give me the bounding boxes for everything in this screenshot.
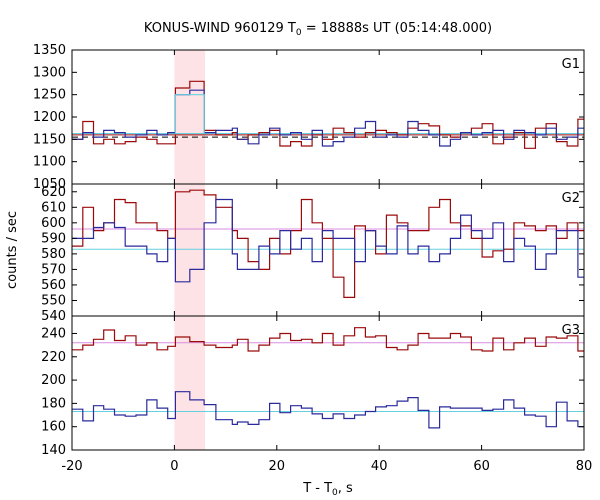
panel-plot-area [72,189,584,298]
y-tick-label: 140 [41,443,66,458]
series-red-step-line [72,327,584,352]
panel-g3: 140 160 180 200 220 240 G3 [41,315,585,458]
panel-label-g2: G2 [562,191,580,206]
y-tick-label: 570 [41,262,66,277]
y-tick-label: 1300 [33,65,66,80]
y-tick-label: 560 [41,278,66,293]
panel-g1: 1050 1100 1150 1200 1250 1300 1350 G1 [33,43,585,192]
y-tick-label: 160 [41,420,66,435]
panel-plot-area [72,327,584,429]
y-tick-label: 1100 [33,155,66,170]
x-axis-label: T - T0, s [302,481,353,498]
y-tick-label: 550 [41,293,66,308]
y-tick-label: 580 [41,247,66,262]
series-blue-step-line [72,391,584,429]
y-tick-label: 540 [41,309,66,324]
y-tick-label: 1050 [33,177,66,192]
panel-label-g1: G1 [562,57,580,72]
panel-frame [71,315,585,451]
y-tick-label: 590 [41,231,66,246]
panel-plot-area [72,80,584,149]
y-tick-label: 220 [41,350,66,365]
y-tick-label: 600 [41,216,66,231]
plot-layer: 1050110011501200125013001350G15405505605… [33,43,592,474]
x-tick-label: 20 [269,459,286,474]
y-tick-label: 1350 [33,43,66,58]
y-tick-label: 1200 [33,110,66,125]
burst-highlight-band [174,50,206,450]
y-tick-label: 180 [41,396,66,411]
series-red-step-line [72,80,584,149]
peak-step-cyan [174,94,205,135]
x-tick-label: 80 [576,459,593,474]
y-tick-label: 1250 [33,88,66,103]
series-blue-step-line [72,198,584,283]
panel-label-g3: G3 [562,323,580,338]
x-tick-label: 40 [371,459,388,474]
x-tick-label: 60 [473,459,490,474]
y-tick-label: 620 [41,185,66,200]
y-tick-label: 1150 [33,132,66,147]
y-axis-label: counts / sec [5,211,20,289]
x-tick-label: -20 [61,459,82,474]
y-tick-label: 200 [41,373,66,388]
chart-title: KONUS-WIND 960129 T0 = 18888s UT (05:14:… [144,21,492,38]
y-tick-label: 610 [41,200,66,215]
series-blue-step-line [72,89,584,147]
y-tick-label: 240 [41,326,66,341]
x-tick-label: 0 [170,459,178,474]
